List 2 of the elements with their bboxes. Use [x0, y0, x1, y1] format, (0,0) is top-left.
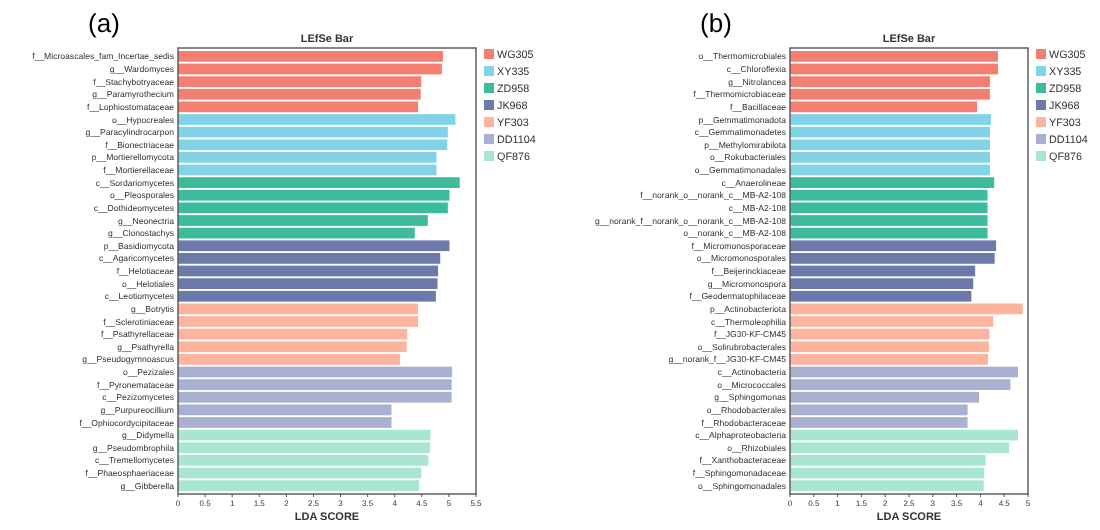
text: (a) — [88, 8, 120, 38]
text: (b) — [700, 8, 732, 38]
